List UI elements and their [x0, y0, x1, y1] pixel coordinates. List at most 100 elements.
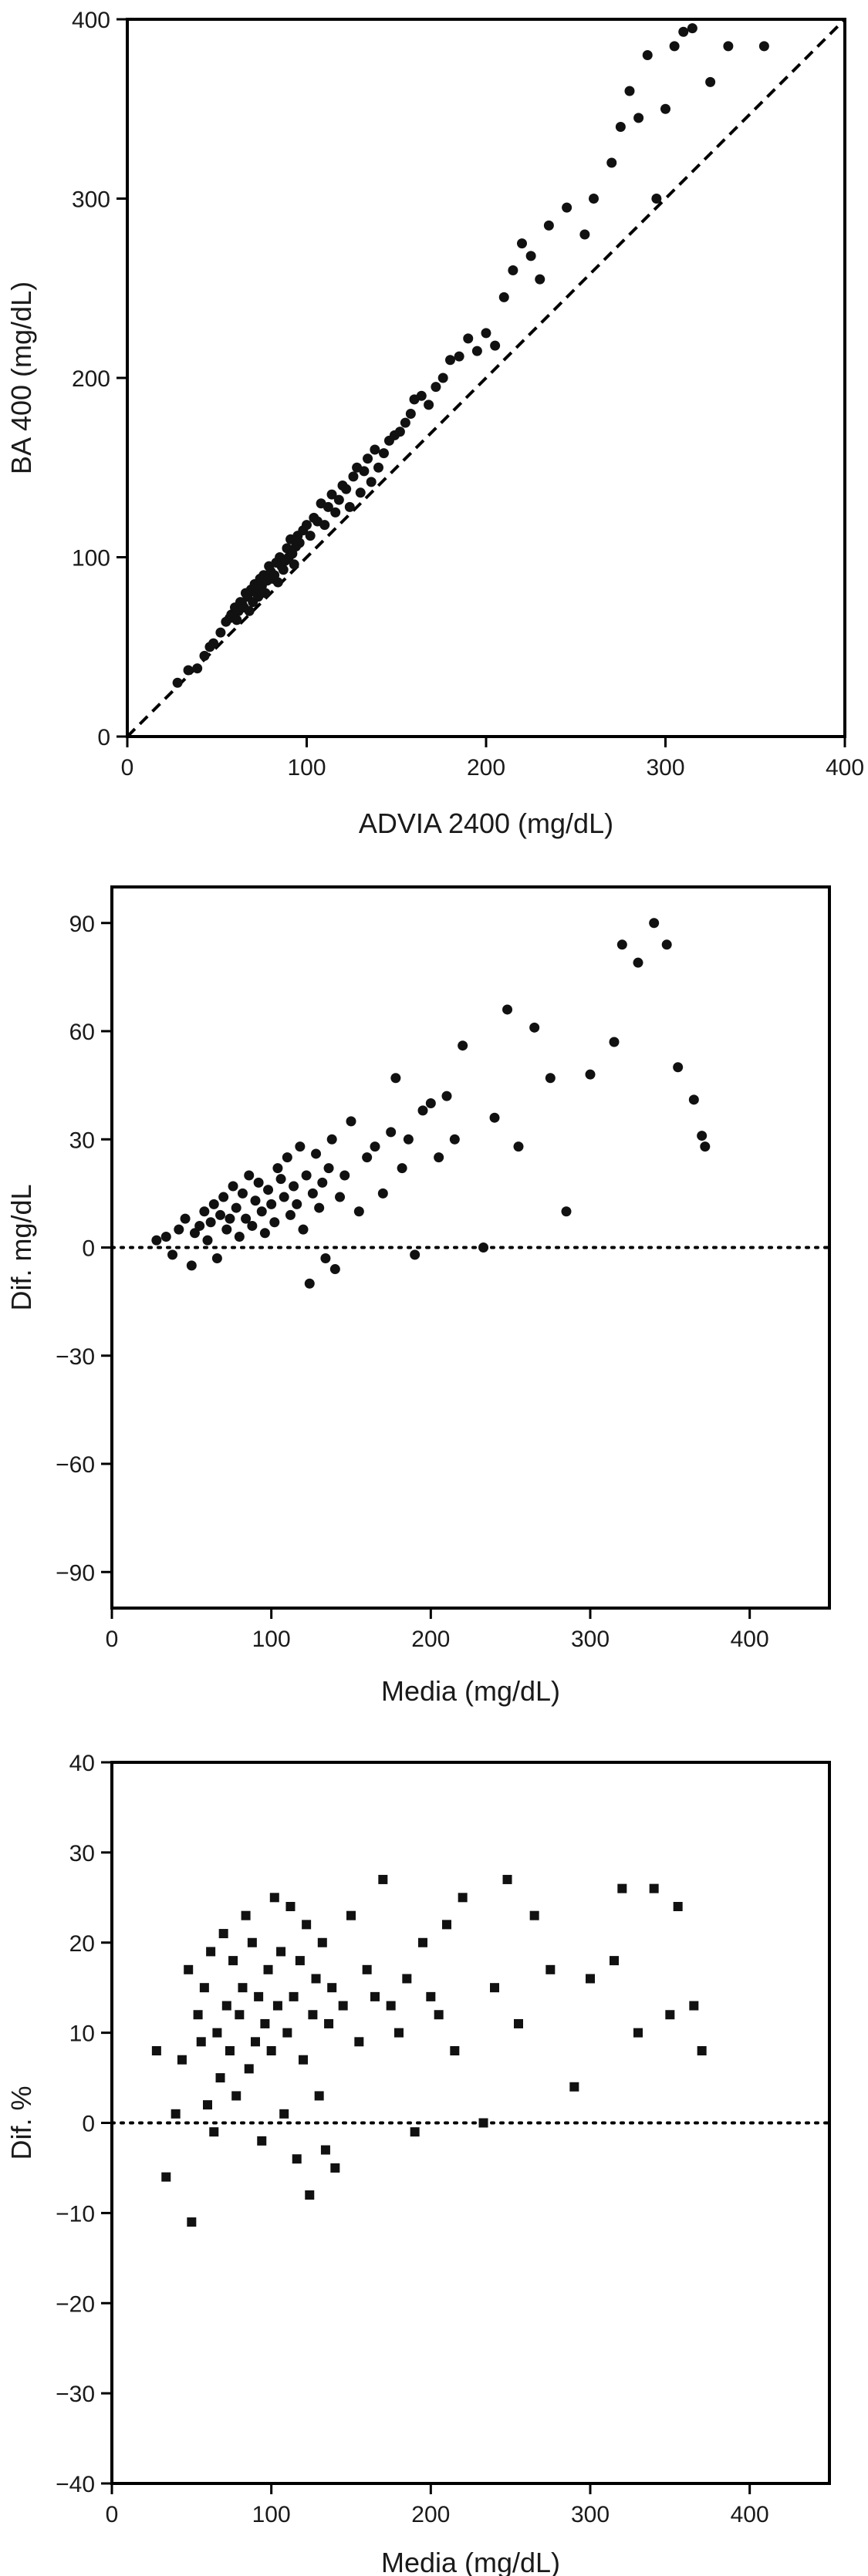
data-point — [215, 1209, 226, 1220]
data-point — [282, 1152, 292, 1163]
data-point — [649, 1883, 659, 1893]
data-point — [344, 501, 355, 512]
x-tick-label: 400 — [826, 755, 864, 781]
data-point — [231, 615, 242, 625]
data-point — [203, 2100, 212, 2110]
data-point — [454, 351, 464, 362]
data-point — [529, 1910, 539, 1920]
data-point — [208, 638, 219, 649]
y-tick-label: 400 — [72, 8, 110, 33]
data-point — [426, 1991, 436, 2001]
data-point — [651, 194, 662, 204]
data-point — [329, 1264, 340, 1275]
data-point — [669, 41, 680, 52]
data-point — [237, 1188, 248, 1199]
data-point — [308, 2010, 318, 2020]
data-point — [238, 1983, 248, 1993]
data-point — [151, 2046, 161, 2055]
data-point — [259, 1228, 270, 1239]
data-point — [231, 2091, 241, 2101]
data-point — [543, 220, 554, 231]
data-point — [649, 918, 660, 929]
data-point — [633, 113, 644, 123]
data-point — [359, 466, 370, 477]
identity-reference-line — [126, 18, 846, 738]
data-point — [525, 251, 536, 261]
x-tick-label: 200 — [411, 2502, 450, 2527]
data-point — [305, 531, 316, 541]
x-tick-label: 200 — [411, 1627, 450, 1652]
y-tick-label: 0 — [97, 725, 110, 750]
x-tick-label: 100 — [252, 1627, 291, 1652]
data-point — [298, 1224, 309, 1235]
y-tick-label: −20 — [56, 2291, 95, 2317]
data-point — [416, 390, 427, 401]
data-point — [449, 1134, 460, 1145]
data-point — [490, 340, 501, 351]
data-point — [330, 507, 341, 518]
data-point — [390, 1073, 401, 1084]
data-point — [317, 1937, 327, 1947]
data-point — [478, 2118, 488, 2128]
data-point — [589, 194, 599, 204]
data-point — [418, 1937, 427, 1947]
data-point — [513, 1141, 524, 1152]
data-point — [253, 1177, 264, 1188]
data-point — [228, 1956, 238, 1966]
y-tick-label: 30 — [69, 1841, 95, 1866]
data-point — [272, 1163, 283, 1174]
y-tick-label: 20 — [69, 1931, 95, 1957]
data-point — [362, 1964, 372, 1974]
y-axis-label: Dif. mg/dL — [5, 1184, 37, 1310]
data-point — [400, 417, 410, 428]
data-point — [250, 1195, 261, 1206]
data-point — [579, 229, 590, 240]
data-point — [302, 1920, 312, 1930]
data-point — [354, 2037, 364, 2047]
data-point — [441, 1091, 452, 1101]
data-point — [263, 1185, 274, 1195]
data-point — [302, 520, 312, 531]
data-point — [434, 1152, 444, 1163]
data-point — [263, 1964, 273, 1974]
data-point — [673, 1062, 684, 1073]
data-point — [289, 1181, 299, 1192]
data-point — [410, 2127, 420, 2137]
data-point — [301, 1170, 312, 1181]
data-point — [517, 238, 527, 249]
data-point — [458, 1893, 468, 1903]
data-point — [346, 1116, 356, 1127]
data-point — [633, 957, 643, 968]
data-point — [402, 1974, 412, 1984]
data-point — [660, 103, 670, 114]
data-point — [353, 1206, 364, 1217]
data-point — [615, 122, 626, 132]
data-point — [307, 1188, 318, 1199]
data-point — [172, 677, 183, 688]
data-point — [562, 202, 572, 213]
data-point — [215, 2073, 225, 2083]
data-point — [403, 1134, 414, 1145]
data-point — [241, 1910, 251, 1920]
y-tick-label: −10 — [56, 2201, 95, 2227]
data-point — [299, 2055, 308, 2065]
x-tick-label: 400 — [731, 2502, 769, 2527]
x-tick-label: 100 — [252, 2502, 291, 2527]
data-point — [314, 2091, 324, 2101]
y-tick-label: −90 — [56, 1560, 95, 1586]
data-point — [606, 157, 617, 168]
data-point — [471, 346, 482, 356]
data-point — [490, 1983, 499, 1993]
data-point — [151, 1235, 162, 1246]
data-point — [196, 2037, 206, 2047]
data-point — [370, 1991, 380, 2001]
data-point — [687, 23, 697, 34]
data-point — [304, 1278, 315, 1289]
data-point — [311, 1148, 322, 1159]
data-point — [276, 1947, 286, 1957]
data-point — [397, 1163, 407, 1174]
data-point — [244, 605, 255, 616]
data-point — [311, 1974, 321, 1984]
data-point — [617, 1883, 627, 1893]
